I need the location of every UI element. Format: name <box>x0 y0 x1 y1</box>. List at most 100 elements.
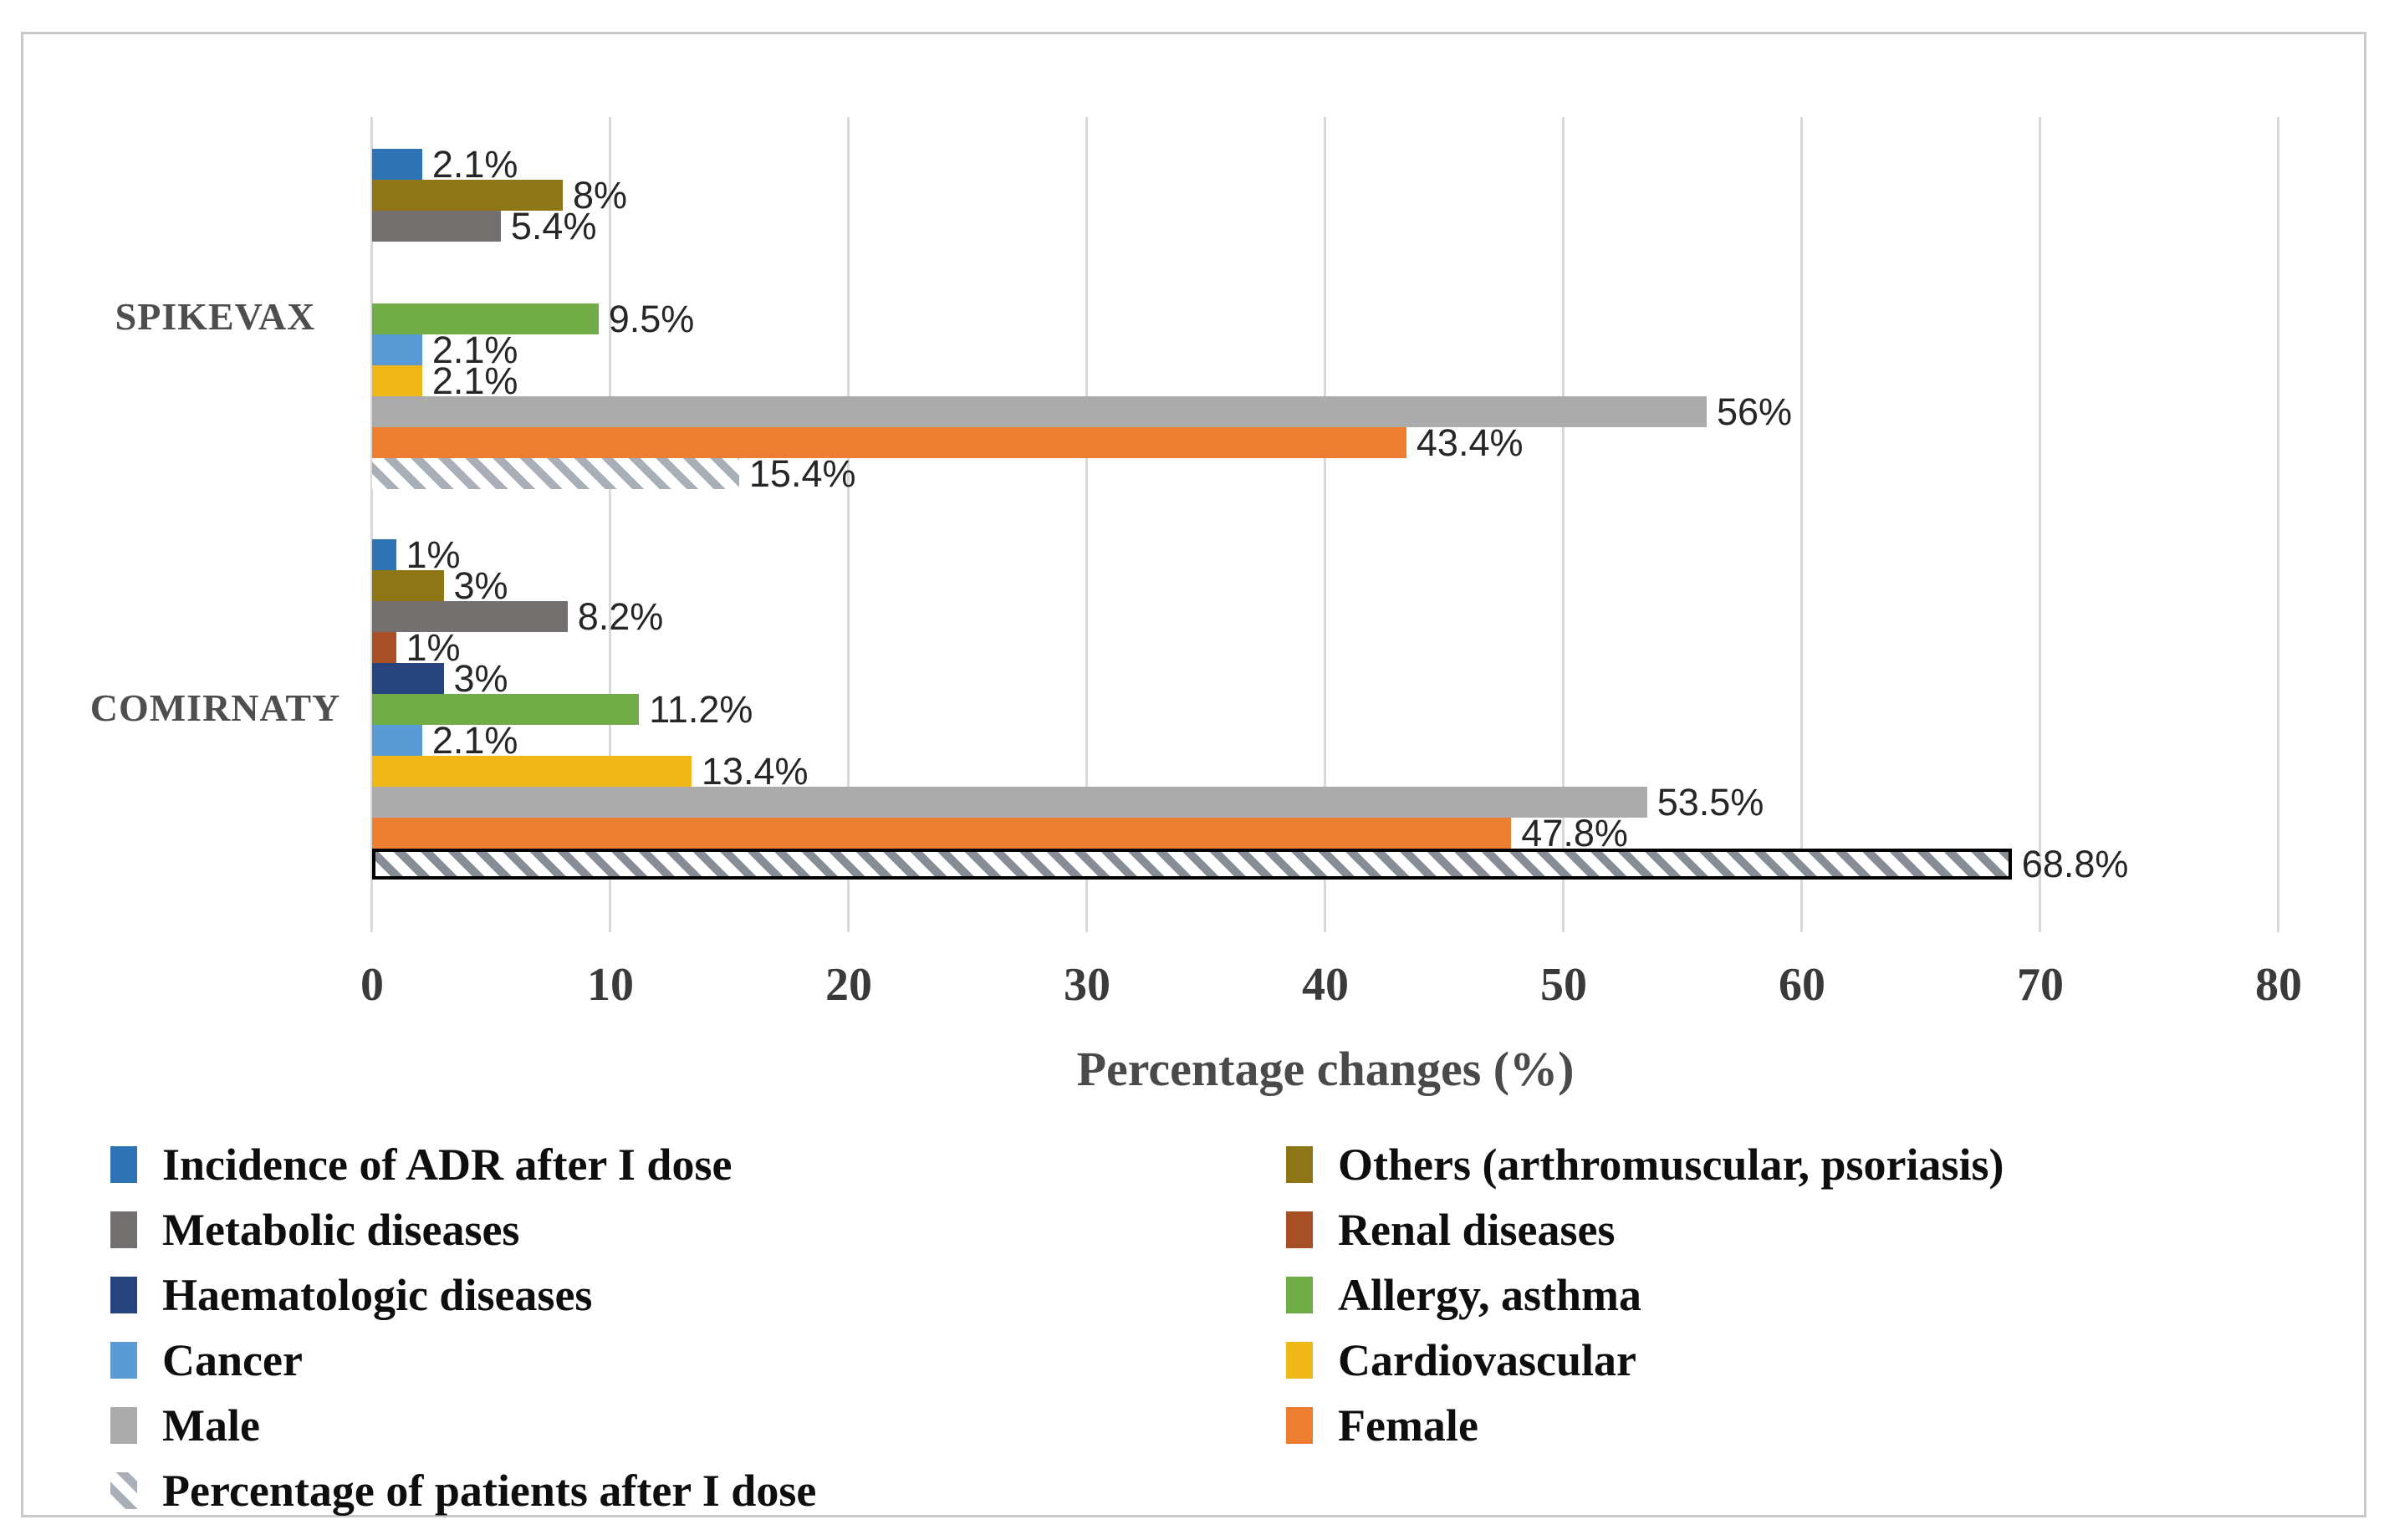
gridline <box>1562 117 1565 932</box>
bar-incidence-of-adr-after-i-dose <box>372 539 396 570</box>
value-label: 3% <box>453 564 508 607</box>
x-tick-label: 0 <box>360 959 384 1011</box>
legend-item-male: Male <box>110 1403 260 1448</box>
legend-swatch-female <box>1286 1407 1313 1444</box>
legend-item-allergy-asthma: Allergy, asthma <box>1286 1272 1641 1318</box>
legend-label: Cancer <box>162 1335 303 1385</box>
bar-row: 47.8% <box>372 814 2279 852</box>
legend-swatch-others-arthromuscular-psoriasis <box>1286 1146 1313 1183</box>
legend-label: Incidence of ADR after I dose <box>162 1140 733 1190</box>
bar-cardiovascular <box>372 365 422 396</box>
bar-renal-diseases <box>372 632 396 663</box>
legend-swatch-cardiovascular <box>1286 1342 1313 1379</box>
bar-row: 1% <box>372 536 2279 574</box>
bar-row: 68.8% <box>372 845 2279 883</box>
bar-others-arthromuscular-psoriasis <box>372 570 444 601</box>
bar-male <box>372 396 1707 427</box>
value-label: 8% <box>573 174 628 217</box>
gridline <box>2277 117 2279 932</box>
legend-item-renal-diseases: Renal diseases <box>1286 1207 1616 1252</box>
legend-label: Haematologic diseases <box>162 1270 593 1320</box>
legend-item-female: Female <box>1286 1403 1478 1448</box>
value-label: 8.2% <box>577 595 664 638</box>
bar-row: 13.4% <box>372 752 2279 790</box>
category-label-spikevax: SPIKEVAX <box>115 295 316 338</box>
bar-female <box>372 427 1406 458</box>
legend-label: Others (arthromuscular, psoriasis) <box>1338 1140 2004 1190</box>
legend-label: Metabolic diseases <box>162 1205 520 1255</box>
value-label: 15.4% <box>748 452 856 495</box>
legend-label: Allergy, asthma <box>1338 1270 1641 1320</box>
bar-row: 2.1% <box>372 362 2279 400</box>
bar-row: 43.4% <box>372 424 2279 461</box>
value-label: 2.1% <box>431 143 518 186</box>
legend-item-cancer: Cancer <box>110 1338 303 1383</box>
legend-swatch-cancer <box>110 1342 137 1379</box>
bar-row: 3% <box>372 660 2279 697</box>
x-tick-label: 10 <box>587 959 634 1011</box>
value-label: 11.2% <box>649 688 753 731</box>
bar-row <box>372 242 2279 273</box>
legend-item-incidence-of-adr-after-i-dose: Incidence of ADR after I dose <box>110 1142 732 1187</box>
x-tick-label: 40 <box>1302 959 1349 1011</box>
value-label: 9.5% <box>608 298 695 340</box>
x-tick-label: 20 <box>825 959 872 1011</box>
bar-row: 1% <box>372 629 2279 666</box>
bar-incidence-of-adr-after-i-dose <box>372 149 422 180</box>
legend-swatch-percentage-of-patients-after-i-dose <box>110 1472 137 1509</box>
legend-item-metabolic-diseases: Metabolic diseases <box>110 1207 519 1252</box>
x-tick-label: 80 <box>2255 959 2302 1011</box>
bar-row: 11.2% <box>372 688 2279 731</box>
value-label: 68.8% <box>2021 843 2129 885</box>
gridline <box>1324 117 1326 932</box>
legend-swatch-renal-diseases <box>1286 1211 1313 1248</box>
legend-label: Percentage of patients after I dose <box>162 1466 817 1516</box>
legend-swatch-allergy-asthma <box>1286 1277 1313 1313</box>
legend-label: Female <box>1338 1400 1478 1451</box>
value-label: 2.1% <box>431 329 518 371</box>
bar-allergy-asthma <box>372 694 640 725</box>
legend-swatch-metabolic-diseases <box>110 1211 137 1248</box>
bar-row: 53.5% <box>372 783 2279 821</box>
bar-row: 5.4% <box>372 207 2279 245</box>
bar-row: 8.2% <box>372 595 2279 638</box>
value-label: 13.4% <box>701 750 809 793</box>
bar-row: 56% <box>372 393 2279 431</box>
x-tick-label: 30 <box>1064 959 1110 1011</box>
bar-row: 15.4% <box>372 452 2279 495</box>
gridline <box>847 117 850 932</box>
value-label: 2.1% <box>431 360 518 402</box>
legend-item-cardiovascular: Cardiovascular <box>1286 1338 1636 1383</box>
value-label: 2.1% <box>431 719 518 762</box>
x-tick-label: 70 <box>2017 959 2064 1011</box>
bar-percentage-of-patients-after-i-dose <box>372 458 739 489</box>
figure-border <box>21 32 2366 1517</box>
bar-cancer <box>372 725 422 756</box>
x-tick-label: 60 <box>1779 959 1825 1011</box>
bar-allergy-asthma <box>372 303 599 334</box>
bar-row: 8% <box>372 176 2279 214</box>
plot-area: 2.1% 8% 5.4% 9.5% 2.1% 2.1% 56% 43.4% 15.4% 1% 3% 8… <box>370 117 2279 932</box>
gridline <box>2039 117 2041 932</box>
legend-label: Male <box>162 1400 260 1451</box>
value-label: 1% <box>406 533 461 576</box>
legend-item-others-arthromuscular-psoriasis: Others (arthromuscular, psoriasis) <box>1286 1142 2004 1187</box>
legend-item-haematologic-diseases: Haematologic diseases <box>110 1272 592 1318</box>
bar-group-comirnaty: 1% 3% 8.2% 1% 3% 11.2% 2.1% 13.4% 53.5% 47.8% 68.8… <box>372 536 2279 883</box>
bar-row: 2.1% <box>372 331 2279 369</box>
gridline <box>1085 117 1088 932</box>
bar-female <box>372 818 1512 849</box>
bar-metabolic-diseases <box>372 601 568 632</box>
bar-row: 9.5% <box>372 300 2279 338</box>
bar-row: 3% <box>372 564 2279 607</box>
bar-percentage-of-patients-after-i-dose <box>372 849 2012 880</box>
bar-metabolic-diseases <box>372 211 501 242</box>
gridline <box>1800 117 1803 932</box>
category-label-comirnaty: COMIRNATY <box>89 686 341 729</box>
legend-swatch-haematologic-diseases <box>110 1277 137 1313</box>
bar-cardiovascular <box>372 756 692 787</box>
bar-row: 2.1% <box>372 719 2279 762</box>
bar-male <box>372 787 1647 818</box>
gridline <box>370 117 373 932</box>
bar-haematologic-diseases <box>372 663 444 694</box>
